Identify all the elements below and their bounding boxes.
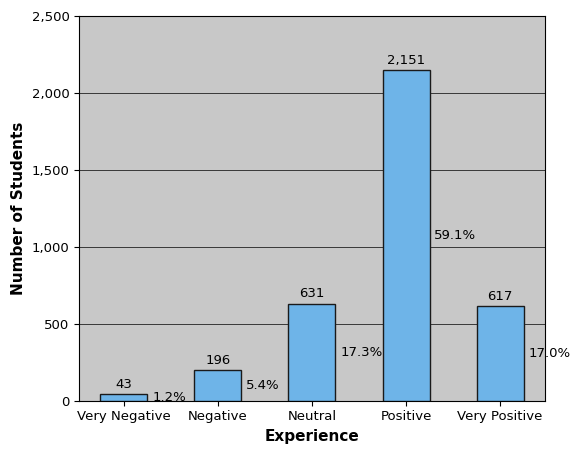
- Text: 2,151: 2,151: [387, 54, 425, 67]
- Bar: [289, 303, 335, 400]
- Text: 59.1%: 59.1%: [434, 229, 476, 242]
- Bar: [194, 370, 242, 400]
- Bar: [477, 306, 524, 400]
- X-axis label: Experience: Experience: [265, 429, 359, 444]
- Text: 196: 196: [205, 354, 230, 367]
- Text: 43: 43: [115, 378, 132, 391]
- Text: 5.4%: 5.4%: [246, 379, 280, 392]
- Y-axis label: Number of Students: Number of Students: [11, 121, 26, 295]
- Text: 1.2%: 1.2%: [152, 391, 186, 404]
- Bar: [382, 70, 430, 400]
- Text: 617: 617: [487, 290, 513, 303]
- Text: 631: 631: [299, 288, 325, 300]
- Text: 17.0%: 17.0%: [528, 347, 570, 359]
- Text: 17.3%: 17.3%: [340, 346, 382, 359]
- Bar: [101, 394, 147, 400]
